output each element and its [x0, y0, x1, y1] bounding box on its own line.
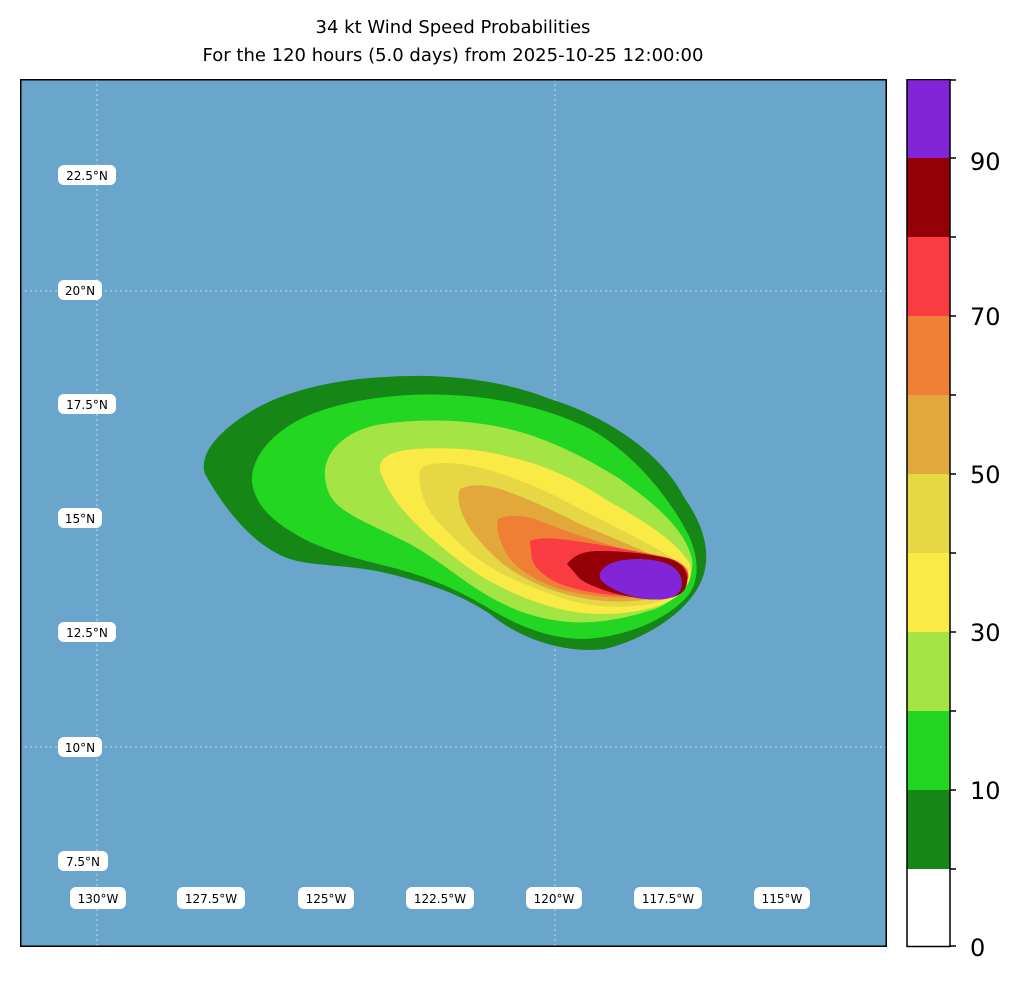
lat-label-20: 20°N	[58, 280, 102, 300]
level-20-30	[907, 711, 950, 790]
lat-label-text: 22.5°N	[66, 169, 108, 183]
lon-label-text: 130°W	[78, 892, 119, 906]
lat-label-text: 15°N	[65, 512, 95, 526]
lat-label-12-5: 12.5°N	[58, 622, 116, 642]
lon-label-127-5: 127.5°W	[177, 887, 245, 909]
lon-label-120: 120°W	[526, 887, 582, 909]
lon-label-text: 125°W	[306, 892, 347, 906]
level-10-20	[907, 790, 950, 869]
lon-label-text: 115°W	[762, 892, 803, 906]
contour-100-plus	[599, 559, 682, 600]
level-80-90	[907, 237, 950, 316]
map-frame	[20, 79, 887, 947]
level-70-80	[907, 316, 950, 395]
lon-label-117-5: 117.5°W	[634, 887, 702, 909]
level-0-10	[907, 869, 950, 947]
lat-label-22-5: 22.5°N	[58, 165, 116, 185]
lat-label-7-5: 7.5°N	[58, 851, 108, 871]
lat-label-17-5: 17.5°N	[58, 394, 116, 414]
colorbar-frame	[906, 79, 951, 948]
lon-label-125: 125°W	[298, 887, 354, 909]
tick-label-50: 50	[970, 461, 1001, 489]
chart-title: 34 kt Wind Speed Probabilities	[315, 17, 591, 38]
level-30-40	[907, 632, 950, 711]
lon-label-text: 122.5°W	[414, 892, 466, 906]
colorbar: 0 10 30 50 70 90	[906, 79, 1001, 962]
lon-label-text: 127.5°W	[185, 892, 237, 906]
lat-label-text: 7.5°N	[66, 855, 100, 869]
lon-label-122-5: 122.5°W	[406, 887, 474, 909]
level-50-60	[907, 474, 950, 553]
lat-label-text: 10°N	[65, 741, 95, 755]
lat-label-10: 10°N	[58, 737, 102, 757]
tick-label-0: 0	[970, 934, 985, 962]
lat-label-text: 17.5°N	[66, 398, 108, 412]
lon-label-text: 117.5°W	[642, 892, 694, 906]
lon-label-115: 115°W	[754, 887, 810, 909]
level-60-70	[907, 395, 950, 474]
lat-label-text: 20°N	[65, 284, 95, 298]
tick-label-90: 90	[970, 148, 1001, 176]
lat-label-15: 15°N	[58, 508, 102, 528]
lon-label-text: 120°W	[534, 892, 575, 906]
level-100-plus	[907, 79, 950, 158]
longitude-labels: 130°W 127.5°W 125°W 122.5°W 120°W 117.5°…	[70, 887, 810, 909]
latitude-labels: 22.5°N 20°N 17.5°N 15°N 12.5°N 10°N 7.5°…	[58, 165, 116, 871]
colorbar-tick-labels: 0 10 30 50 70 90	[970, 148, 1001, 962]
colorbar-ticks	[950, 79, 956, 947]
level-90-100	[907, 158, 950, 237]
lat-label-text: 12.5°N	[66, 626, 108, 640]
map-panel: 22.5°N 20°N 17.5°N 15°N 12.5°N 10°N 7.5°…	[20, 79, 887, 947]
colorbar-levels	[907, 79, 950, 947]
tick-label-30: 30	[970, 619, 1001, 647]
level-40-50	[907, 553, 950, 632]
probability-contours	[203, 375, 707, 650]
chart-subtitle: For the 120 hours (5.0 days) from 2025-1…	[202, 45, 704, 66]
tick-label-70: 70	[970, 303, 1001, 331]
tick-label-10: 10	[970, 777, 1001, 805]
lon-label-130: 130°W	[70, 887, 126, 909]
